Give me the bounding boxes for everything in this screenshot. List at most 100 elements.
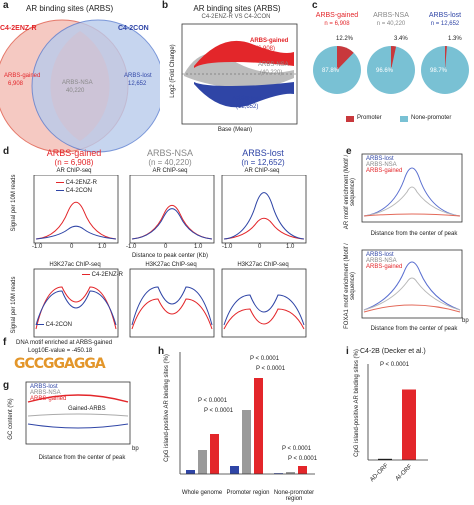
- g-legend-lost: ARBS-lost: [30, 384, 58, 390]
- d-tick: 0: [70, 244, 74, 250]
- pie2-n: n = 40,220: [376, 21, 406, 27]
- ma-lost-n: (12,652): [236, 104, 259, 110]
- h-bar: [286, 472, 295, 474]
- pie-group: ARBS-gained n = 6,908 ARBS-NSA n = 40,22…: [310, 8, 474, 138]
- g-annot: Gained-ARBS: [68, 406, 106, 412]
- pie3-bottom: 98.7%: [430, 68, 448, 74]
- d-legend-2-text: C4-2CON: [65, 188, 93, 194]
- ma-nsa-n: (40,220): [260, 70, 283, 76]
- ma-plot-ylabel: Log2 (Fold Change): [170, 44, 176, 98]
- venn-nsa-label: ARBS-NSA: [62, 80, 93, 86]
- d-legend-4-text: C4-2CON: [45, 322, 73, 328]
- d-col3-title: ARBS-lost: [242, 148, 284, 158]
- d-bottom-title-3: H3K27ac ChIP-seq: [237, 262, 289, 268]
- h-pval-5: P < 0.0001: [282, 446, 312, 452]
- g-unit: bp: [132, 446, 139, 452]
- h-pval-6: P < 0.0001: [288, 456, 318, 462]
- d-tick: -1.0: [126, 244, 137, 250]
- g-legend-nsa: ARBS-NSA: [30, 390, 61, 396]
- d-col2-n: (n = 40,220): [148, 158, 192, 167]
- d-profiles: [33, 175, 307, 338]
- d-enz-profile: [35, 201, 117, 240]
- g-ylabel: GC content (%): [8, 398, 14, 440]
- d-col1-title: ARBS-gained: [46, 148, 102, 158]
- h-bar: [298, 466, 307, 474]
- e-ylabel-2: FOXA1 motif enrichment (Motif / sequence…: [344, 243, 356, 329]
- h-bar: [254, 378, 263, 474]
- d-h3k27ac-enz: [35, 286, 117, 330]
- venn-diagram: [0, 19, 160, 153]
- h-bar: [242, 410, 251, 474]
- e-xlabel-2: Distance from the center of peak: [370, 326, 458, 332]
- d-bottom-frame: [129, 268, 215, 338]
- ma-gained-label: ARBS-gained: [250, 38, 289, 44]
- d-tick: 1.0: [286, 244, 295, 250]
- d-top-frame: [129, 175, 215, 244]
- h-pval-2: P < 0.0001: [204, 408, 234, 414]
- pie1-top: 12.2%: [336, 36, 354, 42]
- e-legend-2: ARBS-lost ARBS-NSA ARBS-gained: [366, 252, 402, 270]
- pie3-top: 1.3%: [448, 36, 462, 42]
- h-bar-chart: [179, 352, 315, 475]
- d-col1-n: (n = 6,908): [54, 158, 94, 167]
- d-legend-4: C4-2CON: [36, 322, 72, 328]
- h-bar: [230, 466, 239, 474]
- f-evalue: Log10E-value = -450.18: [28, 348, 93, 354]
- i-pval: P < 0.0001: [380, 362, 410, 368]
- legend-promoter-swatch: [346, 116, 354, 122]
- panel-d-label: d: [3, 146, 10, 157]
- e-legend2-nsa: ARBS-NSA: [366, 258, 397, 264]
- venn-gained-label: ARBS-gained: [4, 73, 41, 79]
- pie3-n: n = 12,652: [430, 21, 460, 27]
- panel-g-label: g: [3, 380, 10, 391]
- panel-a-title: AR binding sites (ARBS): [26, 4, 114, 13]
- d-ylabel-bottom: Signal per 10M reads: [11, 276, 17, 334]
- h-bar: [186, 470, 195, 474]
- pie-charts: [313, 46, 469, 94]
- legend-none-swatch: [400, 116, 408, 122]
- d-top-title-2: AR ChIP-seq: [152, 168, 188, 174]
- d-xlabel: Distance to peak center (Kb): [131, 253, 209, 259]
- d-h3k27ac-enz: [223, 308, 305, 330]
- i-bar: [378, 458, 392, 460]
- venn-left-label: C4-2ENZ-R: [0, 25, 37, 32]
- d-legend-3: C4-2ENZ-R: [82, 272, 123, 278]
- pie1-bottom: 87.8%: [322, 68, 340, 74]
- ma-plot-xlabel: Base (Mean): [217, 127, 253, 133]
- h-bar: [210, 434, 219, 474]
- d-h3k27ac-enz: [131, 298, 213, 330]
- i-bar: [402, 389, 416, 460]
- panel-b-label: b: [162, 0, 169, 11]
- d-bottom-title-2: H3K27ac ChIP-seq: [145, 262, 197, 268]
- pie1-n: n = 6,908: [324, 21, 350, 27]
- venn-right-label: C4-2CON: [118, 25, 149, 32]
- h-group-1: Whole genome: [181, 490, 223, 496]
- pie1-title: ARBS-gained: [315, 12, 359, 19]
- d-con-profile: [223, 192, 305, 240]
- d-col3-n: (n = 12,652): [241, 158, 285, 167]
- d-h3k27ac-con: [35, 290, 117, 326]
- d-bottom-frame: [221, 268, 307, 338]
- panel-f-label: f: [3, 337, 7, 348]
- d-col2-title: ARBS-NSA: [146, 148, 193, 158]
- d-con-profile: [35, 225, 117, 240]
- panel-a-label: a: [3, 0, 9, 11]
- e-motif-plots: [361, 153, 463, 319]
- panel-e-label: e: [346, 146, 352, 157]
- d-tick: -1.0: [222, 244, 233, 250]
- ma-nsa-label: ARBS-NSA: [258, 62, 289, 68]
- d-tick: 1.0: [194, 244, 203, 250]
- d-top-frame: [33, 175, 119, 244]
- venn-lost-n: 12,652: [128, 81, 147, 87]
- legend-none: None-promoter: [411, 115, 452, 121]
- i-bar-chart: [367, 364, 428, 461]
- panel-h-label: h: [158, 346, 165, 357]
- ma-gained-n: (6,908): [256, 46, 276, 52]
- pie2-top: 3.4%: [394, 36, 408, 42]
- d-legend-3-text: C4-2ENZ-R: [91, 272, 124, 278]
- h-pval-3: P < 0.0001: [250, 356, 280, 362]
- d-top-title-3: AR ChIP-seq: [244, 168, 280, 174]
- e-legend2-gained: ARBS-gained: [366, 264, 403, 270]
- d-tick: 0: [164, 244, 168, 250]
- ma-lost-label: ARBS-lost: [232, 96, 262, 102]
